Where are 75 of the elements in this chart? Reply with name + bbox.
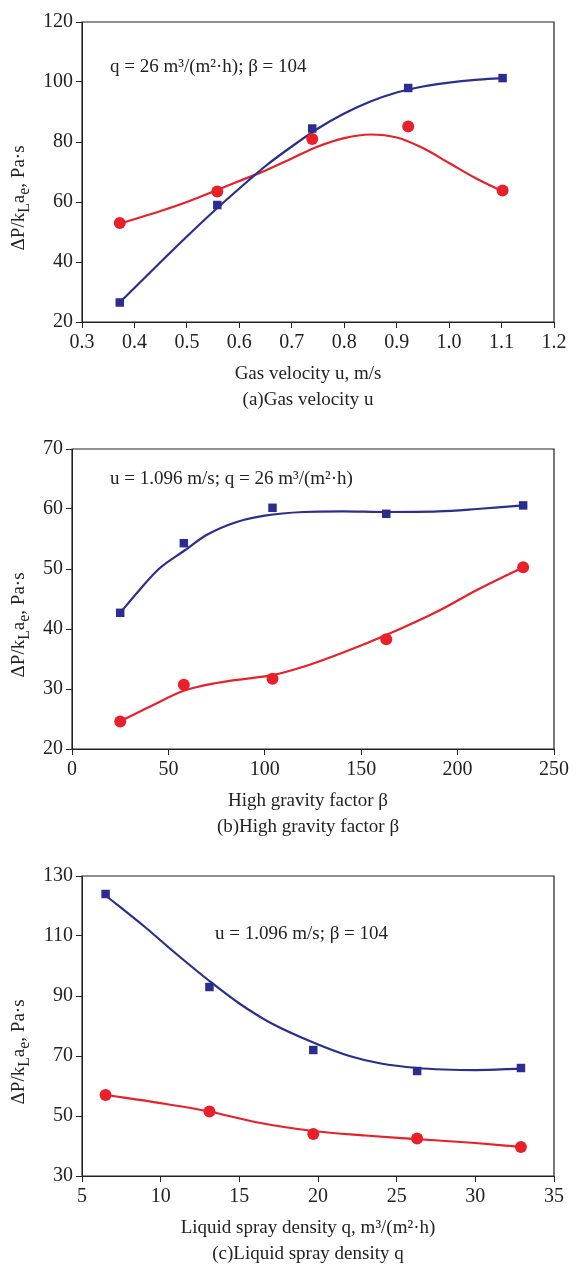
- point: [101, 889, 110, 899]
- x-tick-label: 100: [249, 757, 280, 780]
- annotation: u = 1.096 m/s; q = 26 m³/(m²·h): [110, 467, 353, 489]
- point: [411, 1132, 424, 1145]
- x-tick-label: 150: [346, 757, 377, 780]
- annotation: u = 1.096 m/s; β = 104: [215, 922, 389, 944]
- point: [382, 509, 391, 519]
- x-tick-label: 1.1: [489, 330, 515, 353]
- x-tick-label: 250: [539, 757, 569, 780]
- y-tick-label: 50: [53, 1103, 73, 1126]
- annotation: q = 26 m³/(m²·h); β = 104: [110, 55, 307, 77]
- x-tick-label: 0.5: [174, 330, 200, 353]
- point: [115, 298, 124, 307]
- point: [211, 185, 224, 198]
- x-tick-label: 30: [465, 1184, 486, 1207]
- x-tick-label: 1.0: [436, 330, 462, 353]
- x-tick-label: 25: [386, 1184, 407, 1207]
- point: [266, 672, 279, 685]
- y-tick-label: 20: [53, 309, 73, 332]
- point: [380, 633, 393, 646]
- point: [307, 124, 317, 133]
- point: [514, 1140, 527, 1153]
- point: [99, 1089, 112, 1101]
- x-tick-label: 0.4: [121, 330, 147, 353]
- x-tick-label: 0.7: [279, 330, 305, 353]
- point: [205, 982, 214, 992]
- text: (c)Liquid spray density q: [211, 1242, 405, 1264]
- point: [309, 1045, 318, 1055]
- y-tick-label: 90: [53, 983, 73, 1006]
- x-axis-title: Liquid spray density q, m³/(m²·h): [179, 1216, 437, 1238]
- x-axis-title: Gas velocity u, m/s: [233, 362, 383, 384]
- point: [306, 133, 319, 145]
- y-tick-label: 80: [53, 129, 73, 152]
- x-tick-label: 1.2: [541, 330, 567, 353]
- point: [496, 184, 509, 197]
- point: [402, 120, 415, 133]
- y-tick-label: 40: [53, 249, 73, 272]
- y-tick-label: 50: [43, 556, 63, 579]
- y-tick-label: 100: [43, 69, 73, 92]
- x-axis-title: High gravity factor β: [226, 789, 389, 811]
- y-tick-label: 20: [43, 736, 63, 759]
- y-tick-label: 70: [43, 436, 63, 459]
- x-tick-label: 0: [67, 757, 77, 780]
- point: [268, 503, 277, 513]
- point: [203, 1105, 216, 1118]
- x-tick-label: 0.6: [226, 330, 252, 353]
- x-tick-label: 20: [308, 1184, 328, 1207]
- y-tick-label: 30: [43, 676, 63, 699]
- x-tick-label: 10: [150, 1184, 171, 1207]
- y-tick-label: 70: [53, 1043, 73, 1066]
- x-tick-label: 5: [77, 1184, 87, 1207]
- point: [213, 200, 222, 210]
- text: (a)Gas velocity u: [241, 388, 375, 410]
- x-tick-label: 0.8: [331, 330, 357, 353]
- x-tick-label: 15: [229, 1184, 250, 1207]
- point: [518, 501, 528, 510]
- x-tick-label: 0.9: [384, 330, 410, 353]
- x-tick-label: 35: [544, 1184, 564, 1207]
- y-tick-label: 30: [53, 1163, 73, 1186]
- x-tick-label: 50: [158, 757, 179, 780]
- x-tick-label: 200: [442, 757, 473, 780]
- text: (b)High gravity factor β: [215, 815, 401, 837]
- y-tick-label: 130: [43, 863, 73, 886]
- point: [517, 561, 530, 574]
- point: [177, 678, 190, 691]
- point: [498, 73, 507, 83]
- y-tick-label: 60: [43, 496, 63, 519]
- point: [114, 715, 127, 728]
- y-tick-label: 40: [43, 616, 63, 639]
- point: [113, 217, 126, 229]
- y-tick-label: 60: [53, 189, 73, 212]
- y-tick-label: 110: [43, 923, 73, 946]
- x-tick-label: 0.3: [69, 330, 95, 353]
- y-tick-label: 120: [43, 9, 73, 32]
- point: [307, 1128, 320, 1140]
